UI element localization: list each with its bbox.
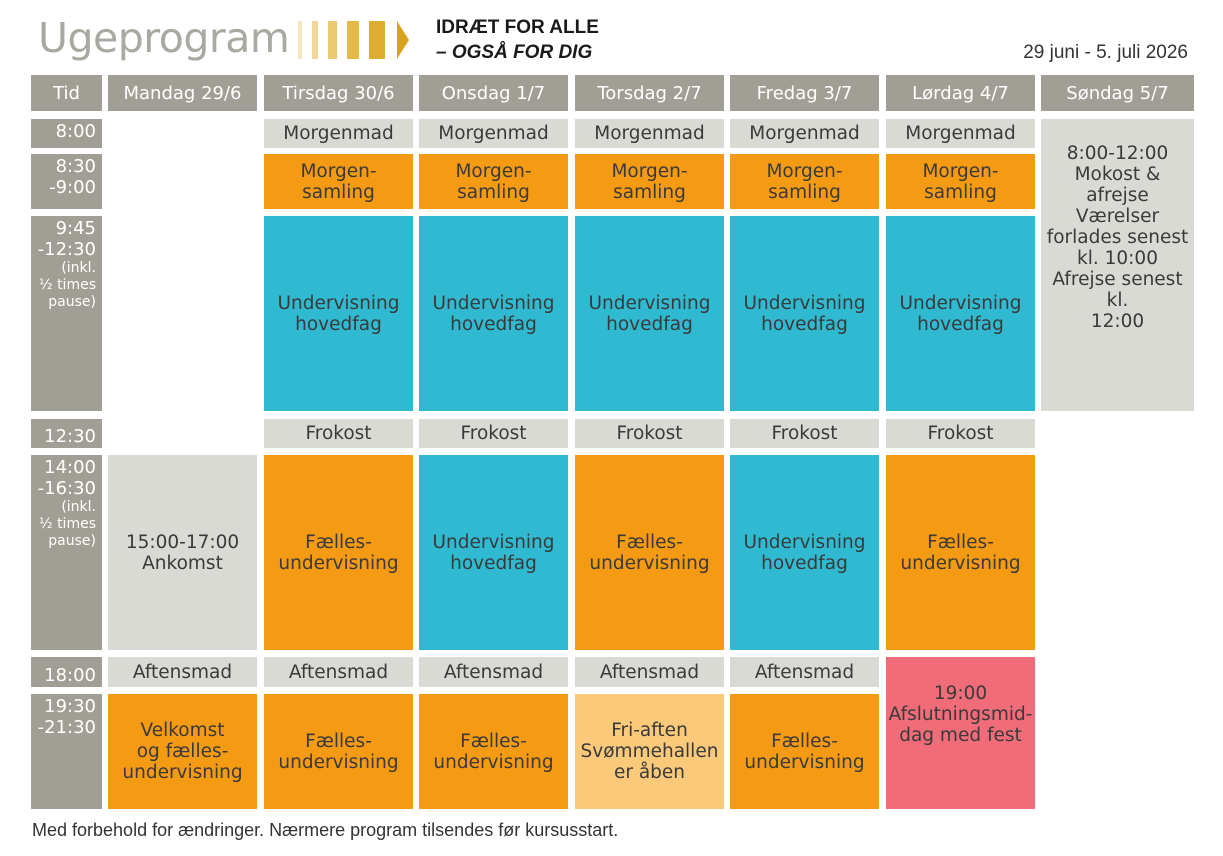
saturday-morning-assembly: Morgen- samling xyxy=(886,154,1035,209)
header-wednesday: Onsdag 1/7 xyxy=(419,75,568,111)
thursday-breakfast: Morgenmad xyxy=(575,119,724,148)
thursday-joint-teaching: Fælles- undervisning xyxy=(575,455,724,650)
time-slot-4: 12:30 xyxy=(31,419,102,448)
friday-main-subject: Undervisning hovedfag xyxy=(730,216,879,411)
monday-dinner: Aftensmad xyxy=(108,657,257,687)
saturday-joint-teaching: Fælles- undervisning xyxy=(886,455,1035,650)
thursday-main-subject: Undervisning hovedfag xyxy=(575,216,724,411)
friday-lunch: Frokost xyxy=(730,419,879,448)
time-slot-7: 19:30 -21:30 xyxy=(31,694,102,809)
friday-breakfast: Morgenmad xyxy=(730,119,879,148)
saturday-main-subject: Undervisning hovedfag xyxy=(886,216,1035,411)
wednesday-morning-assembly: Morgen- samling xyxy=(419,154,568,209)
friday-evening-teaching: Fælles- undervisning xyxy=(730,694,879,809)
date-range: 29 juni - 5. juli 2026 xyxy=(1023,42,1188,63)
wednesday-lunch: Frokost xyxy=(419,419,568,448)
tuesday-breakfast: Morgenmad xyxy=(264,119,413,148)
time-slot-5: 14:00 -16:30 (inkl. ½ times pause) xyxy=(31,455,102,650)
saturday-lunch: Frokost xyxy=(886,419,1035,448)
header-sunday: Søndag 5/7 xyxy=(1041,75,1194,111)
time-slot-1: 8:00 xyxy=(31,119,102,148)
thursday-lunch: Frokost xyxy=(575,419,724,448)
monday-arrival: 15:00-17:00 Ankomst xyxy=(108,455,257,650)
page-title: Ugeprogram xyxy=(38,14,290,62)
time-slot-6: 18:00 xyxy=(31,657,102,687)
wednesday-main-subject: Undervisning hovedfag xyxy=(419,216,568,411)
time-slot-2: 8:30 -9:00 xyxy=(31,154,102,209)
tuesday-lunch: Frokost xyxy=(264,419,413,448)
wednesday-dinner: Aftensmad xyxy=(419,657,568,687)
saturday-farewell-dinner: 19:00 Afslutningsmid- dag med fest xyxy=(886,657,1035,809)
saturday-breakfast: Morgenmad xyxy=(886,119,1035,148)
brand-line-2: – OGSÅ FOR DIG xyxy=(436,42,593,63)
tuesday-morning-assembly: Morgen- samling xyxy=(264,154,413,209)
tuesday-dinner: Aftensmad xyxy=(264,657,413,687)
stripes-arrow-logo xyxy=(298,21,409,59)
thursday-morning-assembly: Morgen- samling xyxy=(575,154,724,209)
header-thursday: Torsdag 2/7 xyxy=(575,75,724,111)
sunday-departure: 8:00-12:00 Mokost & afrejse Værelser for… xyxy=(1041,119,1194,411)
footer-note: Med forbehold for ændringer. Nærmere pro… xyxy=(32,820,619,840)
friday-afternoon-main-subject: Undervisning hovedfag xyxy=(730,455,879,650)
thursday-dinner: Aftensmad xyxy=(575,657,724,687)
header-tuesday: Tirsdag 30/6 xyxy=(264,75,413,111)
brand-line-1: IDRÆT FOR ALLE xyxy=(436,17,599,38)
friday-morning-assembly: Morgen- samling xyxy=(730,154,879,209)
friday-dinner: Aftensmad xyxy=(730,657,879,687)
tuesday-evening-teaching: Fælles- undervisning xyxy=(264,694,413,809)
wednesday-evening-teaching: Fælles- undervisning xyxy=(419,694,568,809)
header-saturday: Lørdag 4/7 xyxy=(886,75,1035,111)
wednesday-breakfast: Morgenmad xyxy=(419,119,568,148)
tuesday-main-subject: Undervisning hovedfag xyxy=(264,216,413,411)
header-time: Tid xyxy=(31,75,102,111)
monday-welcome: Velkomst og fælles- undervisning xyxy=(108,694,257,809)
header-friday: Fredag 3/7 xyxy=(730,75,879,111)
tuesday-joint-teaching: Fælles- undervisning xyxy=(264,455,413,650)
wednesday-afternoon-main-subject: Undervisning hovedfag xyxy=(419,455,568,650)
thursday-free-evening: Fri-aften Svømmehallen er åben xyxy=(575,694,724,809)
time-slot-3: 9:45 -12:30 (inkl. ½ times pause) xyxy=(31,216,102,411)
header-monday: Mandag 29/6 xyxy=(108,75,257,111)
